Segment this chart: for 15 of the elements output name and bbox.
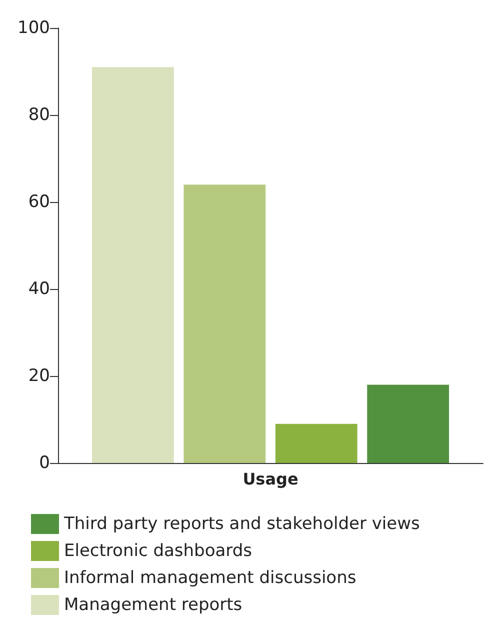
bar	[367, 384, 449, 463]
legend-label: Informal management discussions	[64, 568, 356, 588]
legend-label: Electronic dashboards	[64, 541, 252, 561]
y-tick-label: 40	[28, 279, 50, 299]
y-tick-label: 100	[18, 18, 50, 38]
bar	[275, 424, 358, 463]
y-tick-label: 80	[28, 105, 50, 125]
y-tick-label: 60	[28, 192, 50, 212]
bar	[92, 67, 174, 463]
bar	[184, 184, 266, 463]
legend-label: Management reports	[64, 595, 242, 615]
y-tick-label: 0	[39, 453, 50, 473]
y-tick-label: 20	[28, 366, 50, 386]
legend-label: Third party reports and stakeholder views	[63, 514, 420, 534]
x-tick-label: Usage	[242, 470, 298, 488]
